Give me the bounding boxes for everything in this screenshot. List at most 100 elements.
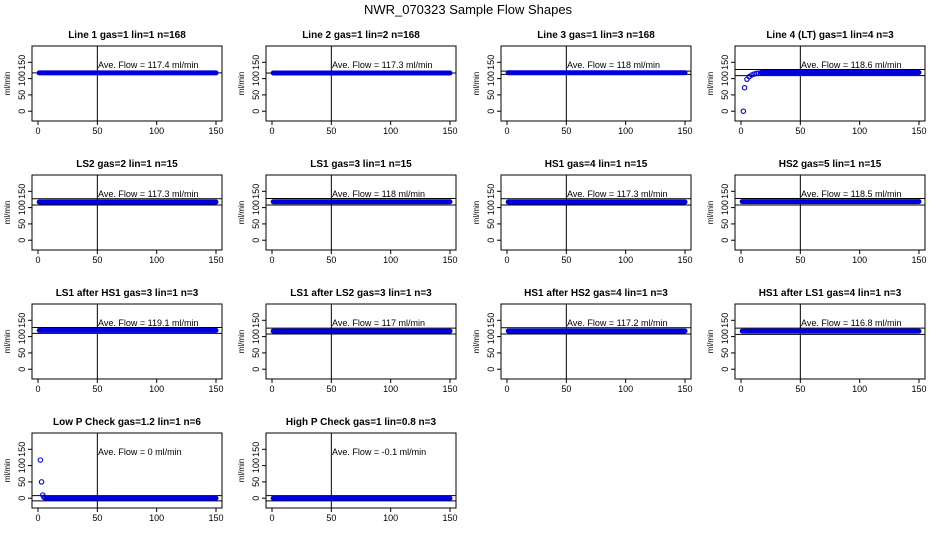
y-axis-label: ml/min [706,72,715,96]
panel-title: LS1 after HS1 gas=3 lin=1 n=3 [56,288,199,299]
x-tick-label: 0 [269,513,274,523]
x-tick-label: 50 [92,126,102,136]
x-tick-label: 0 [35,126,40,136]
y-tick-label: 50 [720,90,730,100]
x-tick-label: 100 [383,255,398,265]
y-tick-label: 150 [720,313,730,328]
average-flow-annotation: Ave. Flow = 117.4 ml/min [98,60,198,70]
plot-frame [265,432,457,509]
y-tick-label: 0 [486,367,496,372]
y-tick-label: 0 [720,109,730,114]
plot-frame [265,174,457,251]
x-tick-label: 150 [677,384,692,394]
y-tick-label: 100 [251,458,261,473]
average-flow-annotation: Ave. Flow = 117 ml/min [332,318,425,328]
average-flow-annotation: Ave. Flow = 118 ml/min [567,60,660,70]
y-tick-label: 100 [17,71,27,86]
x-tick-label: 100 [149,255,164,265]
page-title: NWR_070323 Sample Flow Shapes [363,2,573,17]
average-flow-annotation: Ave. Flow = 117.2 ml/min [567,318,667,328]
y-tick-label: 150 [251,442,261,457]
panel-title: Low P Check gas=1.2 lin=1 n=6 [53,417,201,428]
y-tick-label: 150 [486,313,496,328]
y-tick-label: 150 [17,442,27,457]
y-tick-label: 150 [486,55,496,70]
average-flow-annotation: Ave. Flow = -0.1 ml/min [332,447,426,457]
panel-title: Line 1 gas=1 lin=1 n=168 [68,30,186,41]
average-flow-annotation: Ave. Flow = 118.6 ml/min [801,60,901,70]
x-tick-label: 50 [326,255,336,265]
plot-frame [31,432,223,509]
x-tick-label: 150 [208,126,223,136]
panel-8: HS2 gas=5 lin=1 n=150 50 100 150050100150ml… [706,159,927,265]
y-tick-label: 0 [251,109,261,114]
x-tick-label: 50 [561,384,571,394]
plot-frame [734,45,926,122]
panel-9: LS1 after HS1 gas=3 lin=1 n=30 50 100 15005… [3,288,224,394]
average-flow-annotation: Ave. Flow = 0 ml/min [98,447,182,457]
x-tick-label: 50 [795,255,805,265]
y-tick-label: 0 [486,109,496,114]
y-tick-label: 150 [251,184,261,199]
y-tick-label: 100 [17,200,27,215]
x-tick-label: 150 [677,126,692,136]
x-tick-label: 100 [383,126,398,136]
y-axis-label: ml/min [3,201,12,225]
panel-title: HS1 after HS2 gas=4 lin=1 n=3 [524,288,668,299]
y-tick-label: 150 [251,313,261,328]
y-axis-label: ml/min [3,330,12,354]
x-tick-label: 0 [504,384,509,394]
panel-12: HS1 after LS1 gas=4 lin=1 n=30 50 100 15005… [706,288,927,394]
y-tick-label: 150 [17,55,27,70]
x-tick-label: 100 [149,513,164,523]
x-tick-label: 0 [269,384,274,394]
panel-title: LS1 after LS2 gas=3 lin=1 n=3 [290,288,432,299]
average-flow-annotation: Ave. Flow = 118 ml/min [332,189,425,199]
panel-14: High P Check gas=1 lin=0.8 n=30 50 100 1500… [237,417,458,523]
panel-title: Line 2 gas=1 lin=2 n=168 [302,30,420,41]
y-tick-label: 0 [486,238,496,243]
y-tick-label: 100 [251,71,261,86]
y-tick-label: 100 [251,200,261,215]
x-tick-label: 150 [208,255,223,265]
y-tick-label: 150 [720,184,730,199]
x-tick-label: 0 [35,384,40,394]
y-tick-label: 0 [720,367,730,372]
y-tick-label: 150 [17,184,27,199]
data-point [740,108,747,114]
y-axis-label: ml/min [472,330,481,354]
x-tick-label: 100 [852,126,867,136]
x-tick-label: 150 [442,513,457,523]
x-tick-label: 100 [852,255,867,265]
x-tick-label: 100 [618,384,633,394]
x-tick-label: 0 [738,255,743,265]
average-flow-annotation: Ave. Flow = 117.3 ml/min [98,189,198,199]
x-tick-label: 50 [92,255,102,265]
y-axis-label: ml/min [237,330,246,354]
average-flow-annotation: Ave. Flow = 117.3 ml/min [567,189,667,199]
y-tick-label: 0 [17,109,27,114]
x-tick-label: 0 [35,255,40,265]
x-tick-label: 150 [677,255,692,265]
plot-frame [500,303,692,380]
y-tick-label: 100 [720,200,730,215]
x-tick-label: 150 [911,384,926,394]
plot-frame [31,174,223,251]
x-tick-label: 0 [504,255,509,265]
x-tick-label: 50 [326,384,336,394]
x-tick-label: 50 [795,126,805,136]
panel-10: LS1 after LS2 gas=3 lin=1 n=30 50 100 15005… [237,288,458,394]
x-tick-label: 50 [561,255,571,265]
average-flow-annotation: Ave. Flow = 119.1 ml/min [98,318,198,328]
panel-5: LS2 gas=2 lin=1 n=150 50 100 150050100150ml… [3,159,224,265]
panel-title: Line 3 gas=1 lin=3 n=168 [537,30,655,41]
plot-frame [500,174,692,251]
y-tick-label: 150 [486,184,496,199]
x-tick-label: 50 [92,513,102,523]
average-flow-annotation: Ave. Flow = 116.8 ml/min [801,318,901,328]
x-tick-label: 150 [208,513,223,523]
y-tick-label: 50 [486,219,496,229]
x-tick-label: 150 [911,126,926,136]
y-axis-label: ml/min [472,201,481,225]
